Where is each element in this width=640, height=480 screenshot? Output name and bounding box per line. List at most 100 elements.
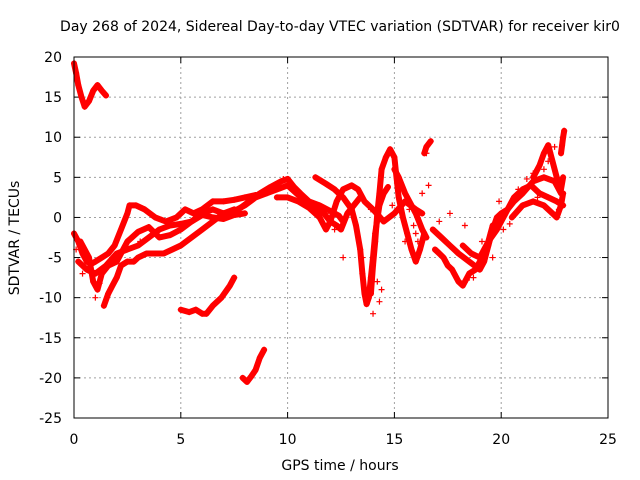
data-point: [404, 230, 411, 237]
data-point: [549, 210, 556, 217]
series-arc-13: [391, 166, 430, 241]
data-point: [558, 150, 565, 157]
data-point: [231, 274, 238, 281]
data-point: [190, 210, 197, 217]
x-tick-label: 0: [70, 432, 79, 448]
data-point: [500, 226, 507, 233]
data-point: [367, 206, 374, 213]
data-point: [81, 103, 88, 110]
data-point: [218, 294, 225, 301]
data-point: [203, 310, 210, 317]
data-point: [75, 258, 82, 265]
data-point: [305, 204, 312, 211]
data-point: [156, 226, 163, 233]
data-point: [273, 186, 280, 193]
data-point: [402, 190, 409, 197]
data-point: [560, 190, 567, 197]
data-point: [470, 274, 477, 281]
data-point: [323, 180, 330, 187]
series-arc-5: [100, 206, 238, 309]
data-point: [252, 366, 259, 373]
data-point: [348, 182, 355, 189]
y-tick-label: -20: [39, 371, 62, 387]
data-point: [295, 198, 302, 205]
series-trace: [100, 206, 238, 309]
data-point: [410, 222, 417, 229]
y-tick-label: 5: [53, 170, 62, 186]
series-trace: [239, 346, 268, 385]
data-point: [431, 246, 438, 253]
data-point: [502, 210, 509, 217]
data-point: [152, 214, 159, 221]
data-point: [100, 302, 107, 309]
data-point: [382, 154, 389, 161]
data-point: [406, 206, 413, 213]
data-point: [126, 202, 133, 209]
data-point: [231, 212, 238, 219]
y-axis-label: SDTVAR / TECUs: [7, 181, 23, 296]
data-point: [173, 214, 180, 221]
data-point: [90, 278, 97, 285]
x-axis-label: GPS time / hours: [281, 458, 398, 474]
data-point: [320, 210, 327, 217]
data-point: [367, 290, 374, 297]
data-point: [333, 222, 340, 229]
data-point: [380, 218, 387, 225]
data-point: [412, 210, 419, 217]
data-point: [158, 216, 165, 223]
data-point: [540, 150, 547, 157]
data-point: [340, 254, 347, 261]
data-point: [536, 162, 543, 169]
data-point: [220, 210, 227, 217]
data-point: [558, 202, 565, 209]
data-point: [476, 254, 483, 261]
data-point: [167, 222, 174, 229]
data-point: [182, 206, 189, 213]
data-point: [186, 309, 193, 316]
data-point: [85, 254, 92, 261]
data-point: [98, 254, 105, 261]
data-point: [466, 270, 473, 277]
data-point: [135, 242, 142, 249]
data-point: [395, 174, 402, 181]
data-point: [246, 198, 253, 205]
data-point: [220, 198, 227, 205]
data-point: [419, 190, 426, 197]
data-point: [560, 134, 567, 141]
data-point: [559, 142, 566, 149]
data-point: [199, 226, 206, 233]
data-point: [515, 186, 522, 193]
data-point: [145, 224, 152, 231]
data-point: [256, 354, 263, 361]
data-point: [511, 194, 518, 201]
data-point: [530, 170, 537, 177]
data-point: [355, 186, 362, 193]
data-point: [333, 198, 340, 205]
data-point: [209, 302, 216, 309]
data-point: [389, 202, 396, 209]
data-point: [540, 166, 547, 173]
data-point: [547, 150, 554, 157]
data-point: [378, 286, 385, 293]
data-point: [417, 246, 424, 253]
data-point: [446, 210, 453, 217]
data-point: [506, 220, 513, 227]
data-point: [192, 306, 199, 313]
data-series: [71, 60, 568, 385]
data-point: [412, 230, 419, 237]
x-tick-label: 15: [385, 432, 403, 448]
data-point: [440, 254, 447, 261]
data-point: [423, 143, 430, 150]
y-tick-label: -15: [39, 331, 62, 347]
data-point: [372, 238, 379, 245]
data-point: [545, 194, 552, 201]
data-point: [344, 210, 351, 217]
data-point: [94, 286, 101, 293]
data-point: [152, 250, 159, 257]
data-point: [455, 250, 462, 257]
data-point: [391, 166, 398, 173]
data-point: [408, 202, 415, 209]
data-point: [77, 238, 84, 245]
data-point: [489, 254, 496, 261]
y-tick-label: -25: [39, 411, 62, 427]
